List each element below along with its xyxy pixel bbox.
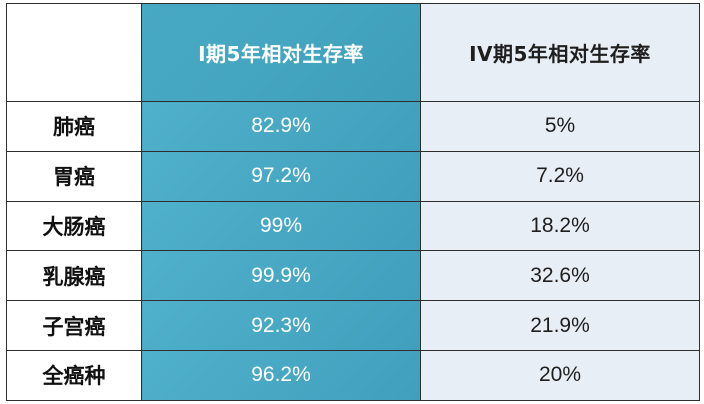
row-label-cancer-type: 子宫癌: [6, 300, 142, 351]
stage4-survival-value: 21.9%: [420, 300, 700, 351]
corner-cell: [6, 3, 142, 102]
row-label-cancer-type: 肺癌: [6, 101, 142, 152]
row-label-cancer-type: 胃癌: [6, 150, 142, 202]
stage4-survival-value: 18.2%: [420, 200, 700, 252]
stage4-survival-value: 20%: [420, 349, 700, 401]
stage1-survival-value: 82.9%: [141, 101, 421, 152]
stage1-survival-value: 99.9%: [141, 250, 421, 302]
table-row: 大肠癌 99% 18.2%: [6, 200, 700, 252]
stage1-survival-value: 96.2%: [141, 349, 421, 401]
table-header-row: I期5年相对生存率 IV期5年相对生存率: [6, 3, 700, 102]
stage4-survival-value: 32.6%: [420, 250, 700, 302]
row-label-cancer-type: 大肠癌: [6, 200, 142, 252]
table-row: 胃癌 97.2% 7.2%: [6, 150, 700, 202]
table-row: 乳腺癌 99.9% 32.6%: [6, 250, 700, 302]
stage4-survival-value: 7.2%: [420, 150, 700, 202]
stage1-survival-value: 92.3%: [141, 300, 421, 351]
table-row: 肺癌 82.9% 5%: [6, 101, 700, 152]
stage1-survival-value: 99%: [141, 200, 421, 252]
row-label-cancer-type: 乳腺癌: [6, 250, 142, 302]
stage4-survival-value: 5%: [420, 101, 700, 152]
table-row: 子宫癌 92.3% 21.9%: [6, 300, 700, 351]
row-label-cancer-type: 全癌种: [6, 349, 142, 401]
survival-rate-table: I期5年相对生存率 IV期5年相对生存率 肺癌 82.9% 5% 胃癌 97.2…: [6, 3, 700, 401]
stage1-survival-value: 97.2%: [141, 150, 421, 202]
header-stage4-5yr-survival: IV期5年相对生存率: [420, 3, 700, 102]
header-stage1-5yr-survival: I期5年相对生存率: [141, 3, 421, 102]
table-row: 全癌种 96.2% 20%: [6, 349, 700, 401]
